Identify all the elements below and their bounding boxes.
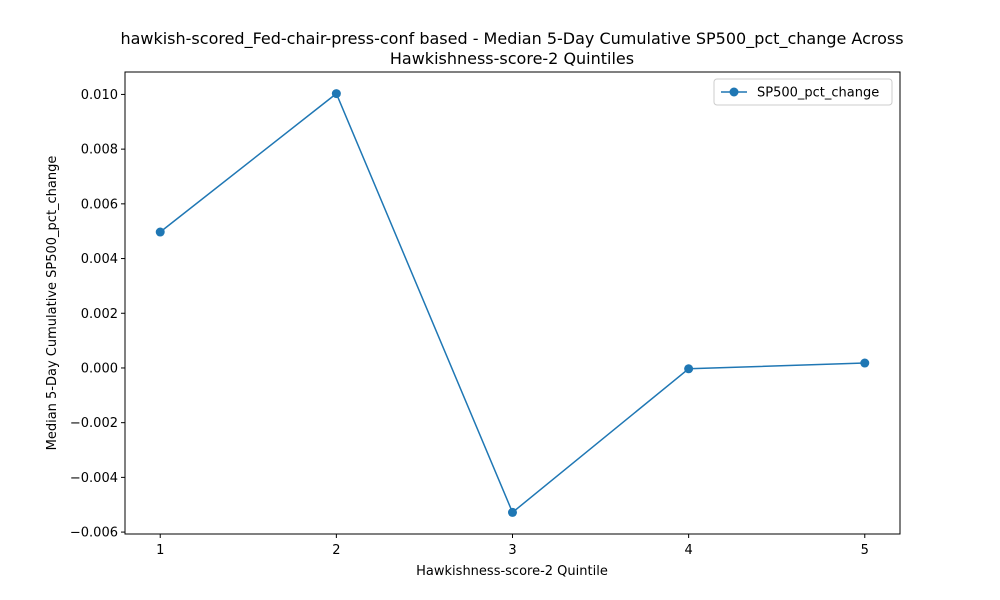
data-point — [684, 364, 694, 374]
series-line — [159, 92, 865, 514]
y-tick-label: −0.006 — [70, 526, 118, 541]
y-tick-label: 0.006 — [81, 197, 118, 212]
data-point — [155, 227, 165, 237]
y-tick-label: 0.010 — [81, 88, 118, 103]
x-axis-ticks: 1 2 3 4 5 — [156, 534, 869, 558]
y-axis-label: Median 5-Day Cumulative SP500_pct_change — [45, 156, 60, 451]
plot-frame — [124, 71, 901, 535]
legend-entry-label: SP500_pct_change — [757, 86, 879, 101]
x-axis-label: Hawkishness-score-2 Quintile — [416, 564, 608, 579]
y-axis-ticks: −0.006 −0.004 −0.002 0.000 0.002 0.004 0.006 0.… — [70, 88, 125, 541]
x-tick-label: 3 — [508, 543, 516, 558]
legend-box — [713, 78, 893, 106]
y-tick-label: 0.004 — [81, 252, 118, 267]
data-point — [331, 89, 341, 99]
y-tick-label: 0.000 — [81, 361, 118, 376]
series-layer — [155, 89, 870, 517]
x-tick-label: 1 — [156, 543, 164, 558]
legend: SP500_pct_change — [713, 78, 893, 106]
legend-marker-swatch — [729, 87, 739, 97]
chart-title-line-1: hawkish-scored_Fed-chair-press-conf base… — [120, 29, 903, 49]
x-tick-label: 4 — [684, 543, 692, 558]
x-tick-label: 2 — [332, 543, 340, 558]
data-point — [860, 358, 870, 368]
y-tick-label: −0.002 — [70, 416, 118, 431]
x-tick-label: 5 — [861, 543, 869, 558]
y-tick-label: −0.004 — [70, 471, 118, 486]
y-tick-label: 0.008 — [81, 143, 118, 158]
y-tick-label: 0.002 — [81, 307, 118, 322]
data-point — [508, 507, 517, 517]
chart-title-line-2: Hawkishness-score-2 Quintiles — [390, 49, 634, 68]
